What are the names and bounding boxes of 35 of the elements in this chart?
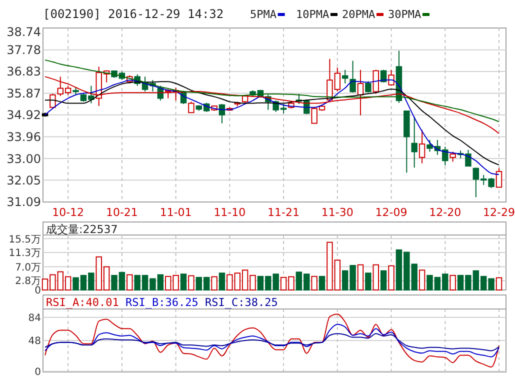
x-tick-label: 11-10 [214, 206, 246, 219]
y-tick-label: 32.05 [6, 173, 41, 188]
series-label: RSI_A:40.01 [46, 296, 126, 309]
legend-label: 30PMA [388, 8, 422, 21]
y-tick-label: 11.3万 [8, 248, 41, 260]
x-tick-label: 10-21 [106, 206, 138, 219]
y-tick-label: 15.5万 [8, 234, 41, 246]
y-tick-label: 0 [34, 286, 41, 296]
y-tick-label: 48 [28, 336, 41, 347]
y-tick-label: 34.92 [6, 108, 41, 122]
x-tick-label: 11-01 [160, 206, 192, 219]
y-tick-label: 33.00 [6, 152, 41, 166]
legend-label: 5PMA [250, 8, 277, 21]
y-tick-label: 0 [34, 366, 41, 378]
x-tick-label: 12-29 [483, 206, 515, 219]
y-tick-label: 33.96 [6, 130, 41, 144]
text: RSI_C:38.25 [204, 296, 278, 309]
x-tick-label: 12-09 [375, 206, 408, 219]
y-tick-label: 38.74 [6, 25, 41, 40]
chart-title: 成交量:22537 [46, 223, 118, 236]
x-tick-label: 10-12 [52, 206, 84, 219]
y-tick-label: 2.8万 [15, 276, 41, 288]
y-tick-label: 37.78 [6, 43, 41, 58]
x-tick-label: 11-30 [321, 206, 354, 219]
x-tick-label: 11-21 [268, 206, 300, 219]
y-tick-label: 31.09 [6, 195, 41, 210]
x-tick-label: 12-20 [429, 206, 462, 219]
text: RSI_B:36.25 [125, 296, 205, 309]
y-tick-label: 35.87 [6, 86, 41, 100]
y-tick-label: 84 [28, 312, 41, 324]
chart-title: [002190] 2016-12-29 14:32 [43, 7, 224, 21]
y-tick-label: 36.83 [6, 64, 41, 79]
legend-label: 20PMA [342, 8, 376, 21]
y-tick-label: 7.0万 [15, 262, 41, 274]
legend-label: 10PMA [296, 8, 330, 21]
